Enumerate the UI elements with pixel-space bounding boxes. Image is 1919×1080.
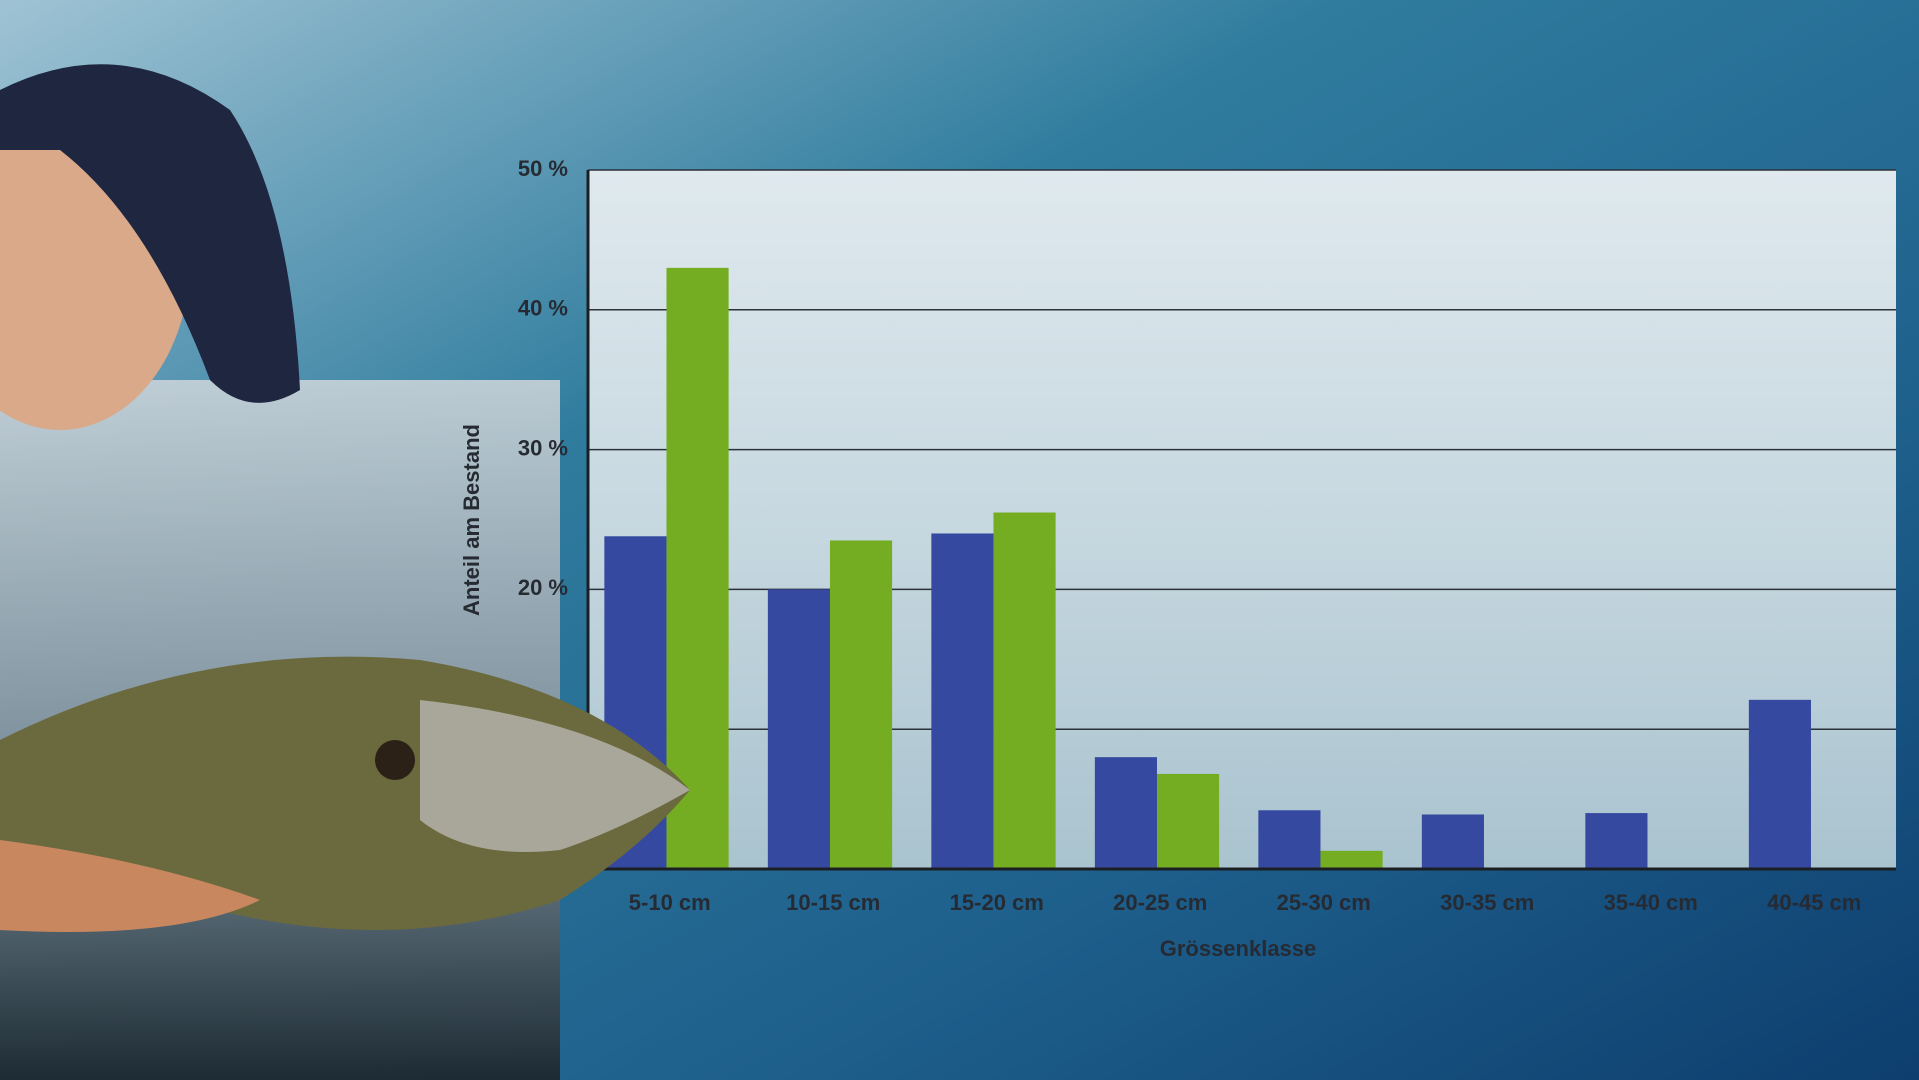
x-tick-label: 20-25 cm [1113,890,1207,915]
x-tick-label: 25-30 cm [1277,890,1371,915]
y-tick-label: 10 % [518,715,568,740]
y-axis-title: Anteil am Bestand [459,424,484,616]
bar [1156,773,1220,869]
bar [993,512,1056,869]
x-tick-label: 35-40 cm [1604,890,1698,915]
y-tick-label: 20 % [518,575,568,600]
y-tick-label: 30 % [518,435,568,460]
y-tick-label: 40 % [518,296,568,321]
bar [1320,850,1383,869]
x-tick-label: 30-35 cm [1440,890,1534,915]
bar [604,536,667,869]
x-tick-label: 10-15 cm [786,890,880,915]
bar [931,533,994,869]
bar [1421,814,1484,869]
bar [767,589,830,869]
x-tick-label: 40-45 cm [1767,890,1861,915]
bar [829,540,893,869]
bar [1585,813,1648,869]
bar [666,267,729,869]
x-axis-title: Grössenklasse [1160,936,1317,961]
bar [1748,699,1811,869]
x-tick-label: 5-10 cm [629,890,711,915]
bar [1094,757,1157,869]
bar [1258,810,1321,869]
y-tick-label: 50 % [518,156,568,181]
x-tick-label: 15-20 cm [950,890,1044,915]
